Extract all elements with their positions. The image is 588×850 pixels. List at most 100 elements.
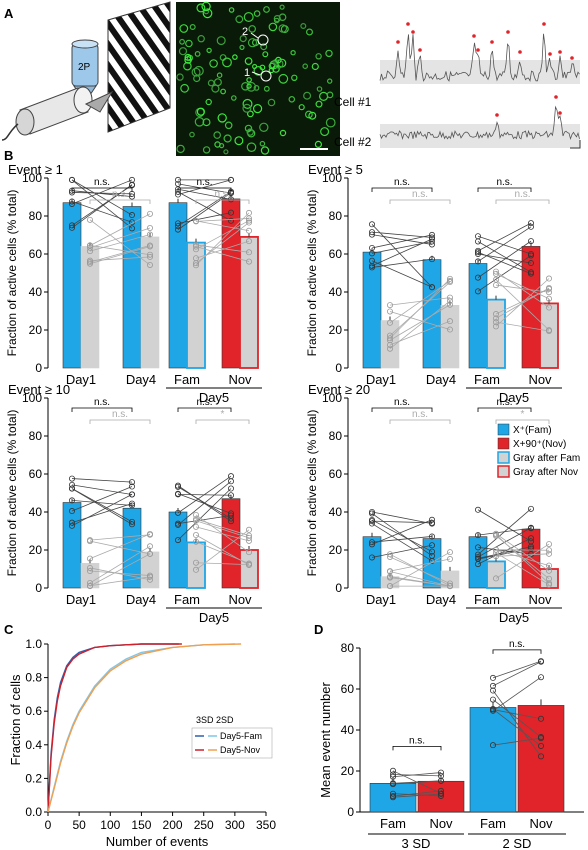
cell-body [308, 111, 317, 120]
legend-label-gray-nov: Gray after Nov [513, 467, 578, 478]
data-point [192, 260, 199, 267]
data-point [492, 319, 499, 326]
cdf-line [47, 643, 242, 813]
data-point [528, 223, 535, 230]
d-point [389, 790, 396, 797]
cell-body [316, 86, 323, 92]
d-point [437, 790, 444, 797]
cell-1-marker: 1 [244, 67, 250, 79]
chart-event-0: Event ≥ 1 Fraction of active cells (% tot… [5, 162, 262, 405]
data-point [146, 243, 153, 250]
data-point [546, 327, 553, 334]
event-marker [495, 113, 499, 117]
chart-ylabel: Fraction of active cells (% total) [5, 410, 19, 577]
d-group-label: 2 SD [503, 836, 532, 850]
legend-label-gray-fam: Gray after Fam [513, 453, 580, 464]
cell-body [178, 47, 188, 56]
data-point [146, 531, 153, 538]
xlabel-day1: Day1 [366, 592, 396, 607]
data-point [474, 288, 481, 295]
cell-body [267, 98, 276, 107]
chart-event-1: Event ≥ 5 Fraction of active cells (% tot… [305, 162, 562, 405]
data-point [227, 217, 234, 224]
d-point [437, 777, 444, 784]
data-point [245, 526, 252, 533]
ytick-label: 80 [329, 209, 343, 223]
ytick-label: 20 [29, 543, 43, 557]
cell-body [300, 23, 307, 30]
cell-body [222, 57, 232, 68]
data-point [546, 550, 553, 557]
xlabel-day4: Day4 [426, 372, 456, 387]
cell-body [223, 134, 232, 143]
bar [440, 304, 460, 369]
bar [468, 263, 488, 369]
data-point [192, 566, 199, 573]
data-point [546, 581, 553, 588]
event-marker [558, 50, 562, 54]
cell-body [223, 149, 229, 155]
significance-label: n.s. [514, 189, 530, 200]
data-point [474, 258, 481, 265]
data-point [174, 223, 181, 230]
c-xtick-label: 150 [131, 818, 151, 832]
data-point [492, 532, 499, 539]
data-point [492, 323, 499, 330]
cell-body [288, 96, 296, 103]
data-point [386, 332, 393, 339]
cell-body [320, 127, 330, 137]
cell-body [278, 24, 288, 33]
ytick-label: 0 [335, 581, 342, 595]
panel-c-xlabel: Number of events [106, 834, 209, 849]
cell-body [220, 88, 227, 95]
data-point [87, 248, 94, 255]
data-point [428, 516, 435, 523]
ytick-label: 80 [29, 209, 43, 223]
data-point [146, 225, 153, 232]
significance-label: n.s. [394, 177, 410, 188]
data-point [368, 221, 375, 228]
cell-body [234, 136, 244, 146]
c-xtick-label: 250 [194, 818, 214, 832]
data-point [227, 492, 234, 499]
data-point [245, 217, 252, 224]
cell-body [260, 43, 268, 51]
data-point [174, 509, 181, 516]
data-point [368, 516, 375, 523]
cell-body [179, 24, 189, 33]
data-point [428, 284, 435, 291]
bar [168, 202, 188, 369]
d-point [538, 715, 545, 722]
data-point [474, 238, 481, 245]
xlabel-nov: Nov [528, 372, 552, 387]
data-point [546, 541, 553, 548]
cell-body [209, 59, 218, 68]
legend-label-fam: X⁺(Fam) [513, 425, 552, 436]
c-ytick-label: 0.8 [25, 671, 42, 685]
xlabel-nov: Nov [528, 592, 552, 607]
xlabel-day5: Day5 [199, 610, 229, 625]
chart-title: Event ≥ 5 [308, 162, 363, 177]
data-point [368, 520, 375, 527]
data-point [69, 497, 76, 504]
event-marker [506, 30, 510, 34]
event-marker [554, 95, 558, 99]
data-point [492, 575, 499, 582]
ytick-label: 40 [29, 505, 43, 519]
cell-body [326, 91, 334, 99]
data-point [192, 532, 199, 539]
cell-body [246, 77, 252, 83]
data-point [245, 537, 252, 544]
data-point [446, 301, 453, 308]
cell-body [253, 103, 263, 114]
data-point [386, 583, 393, 590]
data-point [428, 552, 435, 559]
data-point [245, 227, 252, 234]
data-point [87, 216, 94, 223]
cell-body [176, 73, 184, 81]
data-point [192, 517, 199, 524]
data-point [528, 220, 535, 227]
data-point [146, 261, 153, 268]
data-point [227, 485, 234, 492]
